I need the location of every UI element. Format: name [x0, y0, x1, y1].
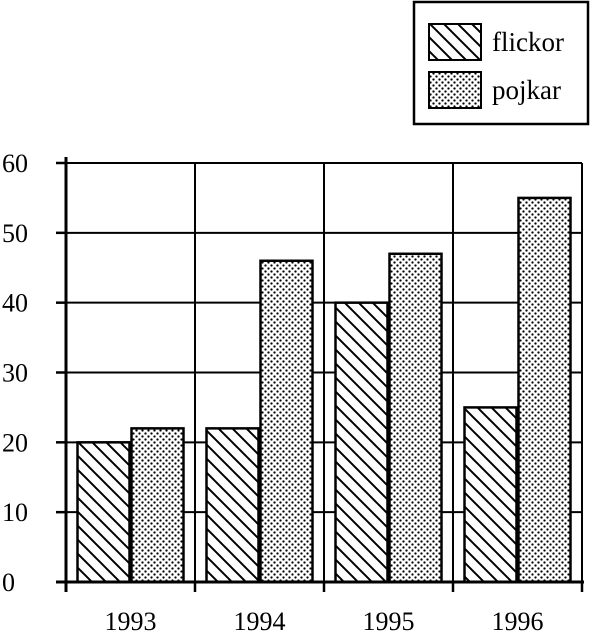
y-tick-label-30: 30 — [2, 359, 28, 388]
y-tick-label-50: 50 — [2, 219, 28, 248]
y-tick-label-60: 60 — [2, 149, 28, 178]
legend-label-flickor: flickor — [492, 27, 564, 57]
bar-flickor-1993 — [76, 441, 131, 584]
x-tick-label-1996: 1996 — [492, 607, 544, 636]
bar-pojkar-1996 — [517, 196, 572, 584]
y-tick-label-20: 20 — [2, 428, 28, 457]
bar-pojkar-1994 — [259, 259, 314, 584]
y-tick-label-10: 10 — [2, 498, 28, 527]
bar-flickor-1996 — [463, 406, 518, 584]
legend: flickor pojkar — [412, 0, 590, 126]
bar-pojkar-1993 — [130, 427, 185, 584]
tick-labels: 0 10 20 30 40 50 60 1993 1994 1995 1996 — [2, 149, 544, 636]
bar-flickor-1994 — [205, 427, 260, 584]
x-tick-label-1993: 1993 — [105, 607, 157, 636]
x-tick-label-1994: 1994 — [234, 607, 286, 636]
bar-pojkar-1995 — [388, 252, 443, 584]
y-tick-label-0: 0 — [2, 568, 15, 597]
bar-flickor-1995 — [334, 301, 389, 584]
legend-swatch-pojkar — [428, 71, 482, 109]
y-tick-label-40: 40 — [2, 289, 28, 318]
legend-label-pojkar: pojkar — [492, 75, 561, 105]
legend-swatch-flickor — [428, 23, 482, 61]
axes — [56, 157, 584, 592]
x-tick-label-1995: 1995 — [363, 607, 415, 636]
